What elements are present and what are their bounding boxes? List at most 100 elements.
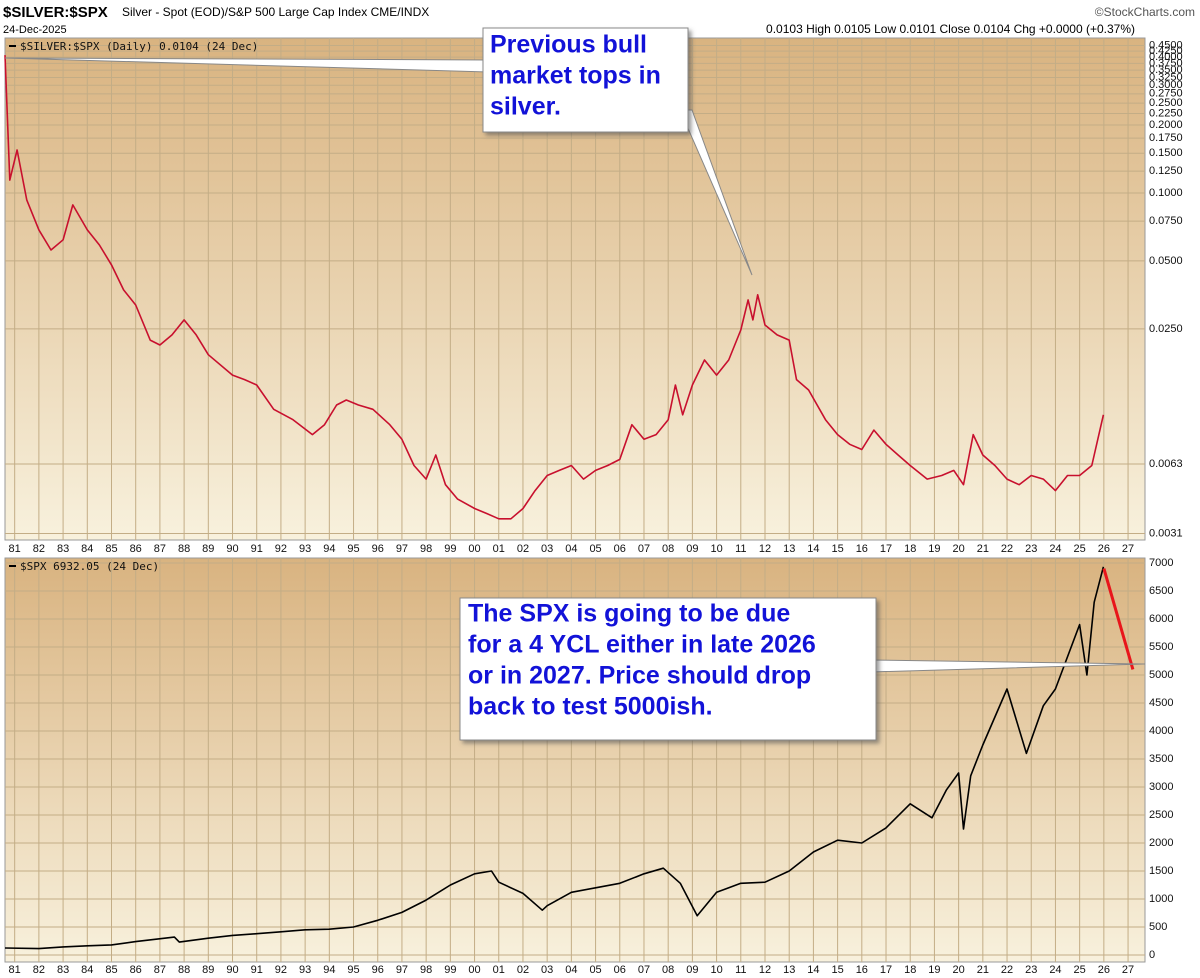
data-line — [4, 566, 1105, 950]
x-tick-label: 96 — [372, 964, 384, 976]
credit: ©StockCharts.com — [1095, 5, 1195, 19]
x-tick-label: 25 — [1074, 964, 1086, 976]
x-tick-label: 14 — [807, 543, 819, 555]
x-tick-label: 89 — [202, 543, 214, 555]
x-tick-label: 15 — [831, 543, 843, 555]
x-tick-label: 82 — [33, 964, 45, 976]
y-tick-label: 0.4500 — [1149, 39, 1183, 51]
x-tick-label: 00 — [468, 543, 480, 555]
panels: 81 82 83 84 85 86 87 88 89 90 91 92 93 94 95 96 97 98 99 00… — [4, 37, 1183, 976]
x-tick-label: 06 — [614, 964, 626, 976]
x-tick-label: 84 — [81, 543, 93, 555]
x-tick-label: 92 — [275, 543, 287, 555]
y-tick-label: 0.4000 — [1149, 51, 1183, 63]
x-tick-label: 91 — [251, 964, 263, 976]
x-tick-label: 90 — [226, 964, 238, 976]
x-tick-label: 09 — [686, 543, 698, 555]
x-tick-label: 03 — [541, 964, 553, 976]
y-tick-label: 2500 — [1149, 809, 1173, 821]
x-tick-label: 92 — [275, 964, 287, 976]
y-tick-label: 0.3250 — [1149, 71, 1183, 83]
y-tick-label: 4500 — [1149, 697, 1173, 709]
y-tick-label: 0.3500 — [1149, 64, 1183, 76]
x-tick-label: 97 — [396, 964, 408, 976]
x-tick-label: 12 — [759, 543, 771, 555]
y-tick-label: 0.4250 — [1149, 45, 1183, 57]
x-tick-label: 04 — [565, 964, 577, 976]
y-tick-label: 0.0063 — [1149, 458, 1183, 470]
x-tick-label: 11 — [735, 964, 746, 976]
symbol: $SILVER:$SPX — [3, 4, 108, 21]
x-tick-label: 22 — [1001, 543, 1013, 555]
y-tick-label: 7000 — [1149, 557, 1173, 569]
x-tick-label: 08 — [662, 543, 674, 555]
y-tick-label: 3000 — [1149, 781, 1173, 793]
x-tick-label: 88 — [178, 964, 190, 976]
data-line — [4, 55, 1105, 520]
x-tick-label: 98 — [420, 543, 432, 555]
x-tick-label: 94 — [323, 964, 335, 976]
y-tick-label: 0.1500 — [1149, 147, 1183, 159]
callout-line: for a 4 YCL either in late 2026 — [468, 631, 816, 659]
x-tick-label: 86 — [130, 543, 142, 555]
x-tick-label: 00 — [468, 964, 480, 976]
x-tick-label: 96 — [372, 543, 384, 555]
x-tick-label: 16 — [856, 543, 868, 555]
x-tick-label: 20 — [953, 543, 965, 555]
callout-line: Previous bull — [490, 31, 647, 59]
callout-line: market tops in — [490, 62, 661, 90]
x-tick-label: 06 — [614, 543, 626, 555]
x-tick-label: 12 — [759, 964, 771, 976]
x-tick-label: 02 — [517, 543, 529, 555]
x-tick-label: 27 — [1122, 964, 1134, 976]
x-tick-label: 01 — [493, 964, 505, 976]
y-tick-label: 5000 — [1149, 669, 1173, 681]
x-tick-label: 97 — [396, 543, 408, 555]
x-tick-label: 98 — [420, 964, 432, 976]
x-tick-label: 17 — [880, 543, 892, 555]
callout-bottom: The SPX is going to be due for a 4 YCL ei… — [459, 597, 1146, 741]
x-tick-label: 20 — [953, 964, 965, 976]
legend-label: $SPX 6932.05 (24 Dec) — [20, 560, 159, 573]
y-tick-label: 0.2750 — [1149, 88, 1183, 100]
x-tick-label: 26 — [1098, 543, 1110, 555]
x-tick-label: 05 — [589, 964, 601, 976]
x-tick-label: 83 — [57, 964, 69, 976]
x-tick-label: 07 — [638, 964, 650, 976]
x-tick-label: 99 — [444, 964, 456, 976]
date: 24-Dec-2025 — [3, 24, 67, 36]
x-tick-label: 03 — [541, 543, 553, 555]
y-tick-label: 0.0500 — [1149, 255, 1183, 267]
x-tick-label: 25 — [1074, 543, 1086, 555]
x-tick-label: 18 — [904, 964, 916, 976]
x-tick-label: 93 — [299, 543, 311, 555]
callout-line: The SPX is going to be due — [468, 600, 790, 628]
callout-line: or in 2027. Price should drop — [468, 662, 811, 690]
x-tick-label: 83 — [57, 543, 69, 555]
x-tick-label: 04 — [565, 543, 577, 555]
y-tick-label: 0.2250 — [1149, 107, 1183, 119]
y-tick-label: 0.2000 — [1149, 119, 1183, 131]
x-tick-label: 14 — [807, 964, 819, 976]
callout-text: Previous bull market tops in silver. — [490, 31, 661, 121]
x-tick-label: 10 — [710, 964, 722, 976]
callout-top: Previous bull market tops in silver. — [4, 27, 753, 276]
x-tick-label: 23 — [1025, 543, 1037, 555]
x-tick-label: 01 — [493, 543, 505, 555]
x-tick-label: 13 — [783, 543, 795, 555]
x-tick-label: 21 — [977, 543, 989, 555]
x-tick-label: 87 — [154, 964, 166, 976]
x-tick-label: 16 — [856, 964, 868, 976]
y-tick-label: 500 — [1149, 921, 1167, 933]
callout-box — [459, 597, 877, 741]
y-tick-label: 0.1000 — [1149, 187, 1183, 199]
x-tick-label: 27 — [1122, 543, 1134, 555]
x-tick-label: 99 — [444, 543, 456, 555]
callout-line: silver. — [490, 93, 561, 121]
y-tick-label: 6000 — [1149, 613, 1173, 625]
y-tick-label: 0.1250 — [1149, 165, 1183, 177]
y-tick-label: 2000 — [1149, 837, 1173, 849]
projection-line — [1102, 568, 1135, 670]
x-tick-label: 13 — [783, 964, 795, 976]
x-tick-label: 81 — [9, 964, 21, 976]
